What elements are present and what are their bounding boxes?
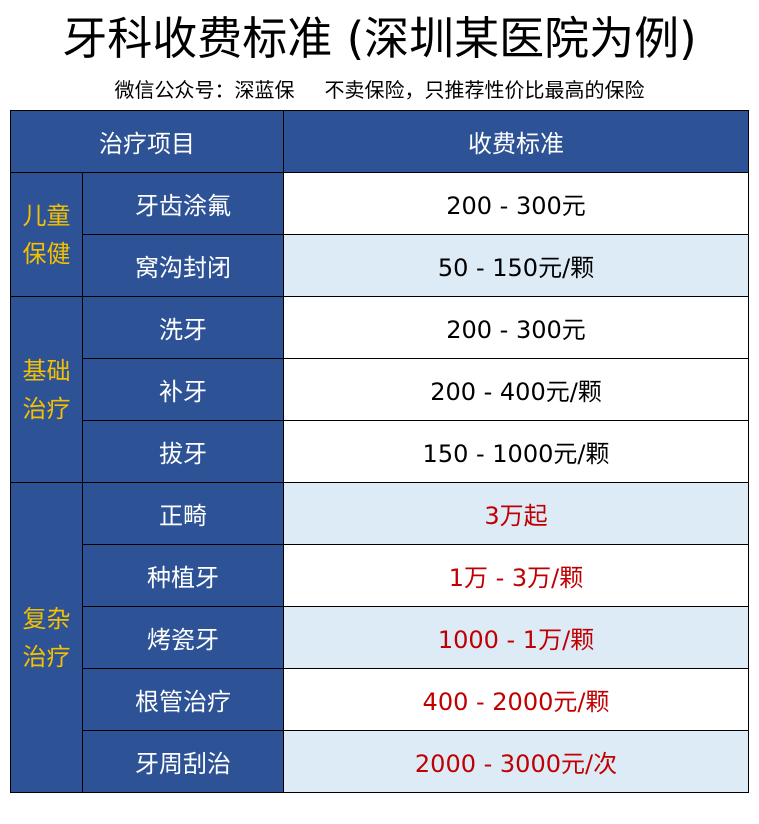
page-title: 牙科收费标准 (深圳某医院为例): [62, 12, 697, 65]
category-cell: 复杂 治疗: [10, 482, 83, 793]
table-row: 复杂 治疗 正畸 3万起: [10, 482, 749, 793]
item-cell: 根管治疗: [82, 668, 284, 731]
item-cell: 烤瓷牙: [82, 606, 284, 669]
item-cell: 拔牙: [82, 420, 284, 483]
fee-cell: 200 - 300元: [283, 172, 749, 235]
table-row: 根管治疗 400 - 2000元/颗: [11, 668, 749, 731]
table-header-row: 治疗项目 收费标准: [10, 110, 749, 173]
item-cell: 种植牙: [82, 544, 284, 607]
item-cell: 正畸: [82, 482, 284, 545]
fee-cell: 150 - 1000元/颗: [283, 420, 749, 483]
fee-cell: 50 - 150元/颗: [283, 234, 749, 297]
fee-cell: 1000 - 1万/颗: [283, 606, 749, 669]
table-row: 基础 治疗 洗牙 200 - 300元: [10, 296, 749, 483]
fee-table: 治疗项目 收费标准 儿童 保健 牙齿涂氟 200 - 300元 窝沟封闭 50 -…: [10, 110, 749, 793]
table-row: 补牙 200 - 400元/颗: [11, 358, 749, 421]
category-cell: 基础 治疗: [10, 296, 83, 483]
header-treatment: 治疗项目: [10, 110, 284, 173]
slogan: 不卖保险，只推荐性价比最高的保险: [324, 78, 645, 102]
table-row: 牙周刮治 2000 - 3000元/次: [11, 730, 749, 793]
item-cell: 补牙: [82, 358, 284, 421]
table-row: 窝沟封闭 50 - 150元/颗: [11, 234, 749, 297]
table-row: 种植牙 1万 - 3万/颗: [11, 544, 749, 607]
item-cell: 洗牙: [82, 296, 284, 359]
fee-cell: 3万起: [283, 482, 749, 545]
table-row: 烤瓷牙 1000 - 1万/颗: [11, 606, 749, 669]
fee-cell: 1万 - 3万/颗: [283, 544, 749, 607]
category-cell: 儿童 保健: [10, 172, 83, 297]
fee-cell: 400 - 2000元/颗: [283, 668, 749, 731]
fee-cell: 2000 - 3000元/次: [283, 730, 749, 793]
item-cell: 牙齿涂氟: [82, 172, 284, 235]
table-row: 拔牙 150 - 1000元/颗: [11, 420, 749, 483]
table-row: 儿童 保健 牙齿涂氟 200 - 300元: [10, 172, 749, 297]
item-cell: 窝沟封闭: [82, 234, 284, 297]
item-cell: 牙周刮治: [82, 730, 284, 793]
fee-cell: 200 - 300元: [283, 296, 749, 359]
account-label: 微信公众号：深蓝保: [114, 78, 295, 102]
header-fee: 收费标准: [283, 110, 749, 173]
subtitle: 微信公众号：深蓝保 不卖保险，只推荐性价比最高的保险: [0, 76, 759, 104]
fee-cell: 200 - 400元/颗: [283, 358, 749, 421]
